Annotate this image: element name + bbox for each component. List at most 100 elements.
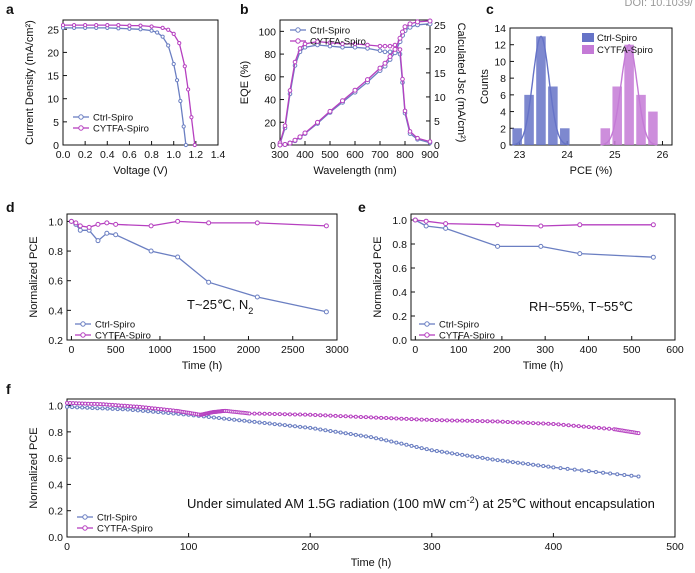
cytfa-spiro-point xyxy=(495,419,500,424)
cytfa-spiro-eqe-point xyxy=(352,41,358,47)
annotation-text: Under simulated AM 1.5G radiation (100 m… xyxy=(187,495,655,511)
x-tick-label: 200 xyxy=(301,541,319,553)
histogram-bar xyxy=(624,44,634,145)
y-tick-label: 0.6 xyxy=(48,453,63,465)
panel-d: d 0 500 1000 1500 2000 2500 3000 Time (h) 0.2 0.4 0… xyxy=(6,199,349,372)
ctrl-spiro-point xyxy=(424,447,429,452)
cytfa-spiro-point xyxy=(521,420,525,425)
panel-letter: a xyxy=(6,1,14,17)
cytfa-spiro-point xyxy=(450,418,455,423)
legend-marker xyxy=(295,38,301,44)
annotation-text: T~25℃, N2 xyxy=(187,297,253,316)
cytfa-spiro-point xyxy=(189,115,194,120)
cytfa-spiro-point xyxy=(475,419,480,424)
ctrl-spiro-point xyxy=(389,439,394,444)
ctrl-spiro-point xyxy=(65,404,69,409)
x-tick-label: 300 xyxy=(271,149,289,161)
y-tick-label: 0.2 xyxy=(48,506,63,518)
cytfa-spiro-point xyxy=(409,417,414,422)
ctrl-spiro-point xyxy=(480,455,485,460)
ctrl-spiro-point xyxy=(333,429,338,434)
cytfa-spiro-eqe-point xyxy=(402,108,408,114)
ctrl-spiro-point xyxy=(318,427,323,432)
ctrl-spiro-point xyxy=(374,436,379,441)
ctrl-spiro-point xyxy=(546,464,551,469)
ctrl-spiro-point xyxy=(558,466,563,471)
ctrl-spiro-point xyxy=(636,474,641,479)
ctrl-spiro-point xyxy=(586,469,591,474)
ctrl-spiro-point xyxy=(95,238,101,244)
legend-label: Ctrl-Spiro xyxy=(97,513,137,524)
cytfa-spiro-point xyxy=(177,41,182,46)
ctrl-spiro-point xyxy=(151,409,156,414)
y-axis-label: Normalized PCE xyxy=(372,236,384,317)
cytfa-spiro-point xyxy=(443,221,449,227)
cytfa-spiro-point xyxy=(86,224,92,230)
doi-text: DOI: 10.1039/ xyxy=(624,0,694,9)
ctrl-spiro-point xyxy=(282,423,287,428)
cytfa-spiro-point xyxy=(602,426,607,431)
ctrl-spiro-point xyxy=(232,417,237,422)
ctrl-spiro-point xyxy=(485,456,490,461)
cytfa-spiro-eqe-point xyxy=(387,43,393,49)
cytfa-spiro-point xyxy=(168,408,173,413)
x-tick-label: 2000 xyxy=(237,344,261,356)
y-tick-label: 0.4 xyxy=(392,287,407,299)
panel-a: a 0.0 0.2 0.4 0.6 0.8 1.0 1.2 1.4 Voltage (V) 0 5 10… xyxy=(6,1,225,177)
cytfa-spiro-point xyxy=(252,411,257,416)
cytfa-spiro-point xyxy=(318,413,323,418)
y-tick-label: 0 xyxy=(53,140,59,152)
ctrl-spiro-point xyxy=(127,26,132,31)
cytfa-spiro-point xyxy=(254,220,260,226)
y-tick-label: 0.8 xyxy=(48,427,63,439)
cytfa-spiro-jsc-point xyxy=(287,140,293,146)
cytfa-spiro-jsc-point xyxy=(340,98,345,104)
x-tick-label: 0.2 xyxy=(78,149,93,161)
cytfa-spiro-point xyxy=(107,402,112,407)
cytfa-spiro-point xyxy=(328,413,333,418)
cytfa-spiro-point xyxy=(419,417,424,422)
ctrl-spiro-point xyxy=(178,98,183,104)
y-tick-label: 0.2 xyxy=(48,335,63,347)
cytfa-spiro-point xyxy=(363,415,368,420)
histogram-bar xyxy=(600,128,611,145)
ctrl-spiro-point xyxy=(252,419,257,424)
cytfa-spiro-eqe-point xyxy=(315,39,320,44)
ctrl-spiro-point xyxy=(565,466,570,471)
cytfa-spiro-point xyxy=(113,221,119,227)
cytfa-spiro-eqe-point xyxy=(327,40,333,46)
x-tick-label: 800 xyxy=(396,149,414,161)
ctrl-spiro-point xyxy=(77,227,83,233)
legend-marker xyxy=(80,321,86,327)
ctrl-spiro-point xyxy=(146,409,151,414)
x-tick-label: 400 xyxy=(580,344,598,356)
ctrl-spiro-point xyxy=(338,430,343,435)
x-tick-label: 400 xyxy=(545,541,563,553)
ctrl-spiro-point xyxy=(348,432,353,437)
cytfa-spiro-point xyxy=(104,220,110,226)
ctrl-spiro-point xyxy=(455,452,460,457)
ctrl-spiro-point xyxy=(423,223,429,229)
ctrl-spiro-point xyxy=(95,406,100,411)
x-axis-label: PCE (%) xyxy=(570,165,613,177)
cytfa-spiro-point xyxy=(156,406,161,411)
ctrl-spiro-eqe-point xyxy=(387,49,393,55)
cytfa-spiro-point xyxy=(455,418,460,423)
ctrl-spiro-point xyxy=(510,460,515,465)
ctrl-spiro-eqe-point xyxy=(377,48,383,53)
cytfa-spiro-point xyxy=(68,218,74,224)
cytfa-spiro-point xyxy=(116,22,121,28)
y-axis-label: Counts xyxy=(479,69,491,104)
cytfa-spiro-point xyxy=(160,25,165,30)
y-tick-label: 0 xyxy=(500,140,506,152)
cytfa-spiro-point xyxy=(495,222,501,228)
x-tick-label: 1.4 xyxy=(211,149,226,161)
ctrl-spiro-point xyxy=(211,415,216,420)
legend-marker xyxy=(295,27,301,33)
cytfa-spiro-point xyxy=(343,414,348,419)
cytfa-spiro-point xyxy=(369,415,373,420)
cytfa-spiro-point xyxy=(147,405,152,410)
cytfa-spiro-point xyxy=(538,223,544,229)
x-tick-label: 0.4 xyxy=(100,149,115,161)
cytfa-spiro-point xyxy=(323,223,329,229)
